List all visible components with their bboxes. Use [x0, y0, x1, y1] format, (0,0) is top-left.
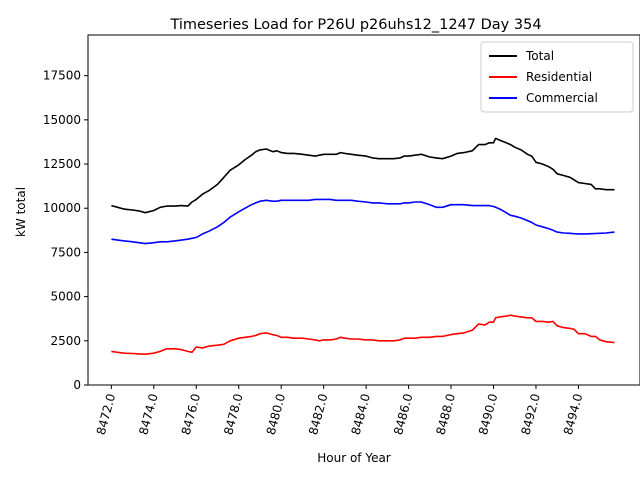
- y-tick-label: 2500: [50, 334, 81, 348]
- x-axis: 8472.0 8474.0 8476.0 8478.0 8480.0 8482.0 8484…: [94, 385, 585, 436]
- legend-label-total: Total: [525, 49, 554, 63]
- x-tick-label: 8476.0: [179, 392, 203, 436]
- x-tick-label: 8474.0: [136, 392, 160, 436]
- y-tick-label: 15000: [43, 113, 81, 127]
- y-axis-label: kW total: [14, 187, 28, 237]
- x-tick-label: 8494.0: [561, 392, 585, 436]
- series-line-total: [111, 137, 615, 214]
- legend-label-residential: Residential: [526, 70, 592, 84]
- x-tick-label: 8478.0: [221, 392, 245, 436]
- y-tick-label: 7500: [50, 245, 81, 259]
- y-axis: 0 2500 5000 7500 10000 12500 15000 17500: [43, 69, 88, 392]
- y-tick-label: 17500: [43, 69, 81, 83]
- x-tick-label: 8480.0: [264, 392, 288, 436]
- chart-title: Timeseries Load for P26U p26uhs12_1247 D…: [169, 17, 541, 33]
- series-line-commercial: [111, 198, 615, 245]
- x-tick-label: 8482.0: [306, 392, 330, 436]
- x-tick-label: 8488.0: [434, 392, 458, 436]
- x-tick-label: 8492.0: [518, 392, 542, 436]
- y-tick-label: 5000: [50, 290, 81, 304]
- legend-label-commercial: Commercial: [526, 91, 598, 105]
- plot-frame: [87, 34, 640, 386]
- legend-box: [480, 41, 634, 113]
- y-tick-label: 10000: [43, 201, 81, 215]
- x-tick-label: 8472.0: [94, 392, 118, 436]
- legend: Total Residential Commercial: [480, 41, 634, 113]
- x-tick-label: 8490.0: [476, 392, 500, 436]
- y-tick-label: 12500: [43, 157, 81, 171]
- plot-lines: [111, 137, 615, 355]
- y-tick-label: 0: [73, 378, 81, 392]
- series-line-residential: [111, 314, 615, 355]
- x-axis-label: Hour of Year: [317, 451, 391, 465]
- x-tick-label: 8484.0: [349, 392, 373, 436]
- x-tick-label: 8486.0: [391, 392, 415, 436]
